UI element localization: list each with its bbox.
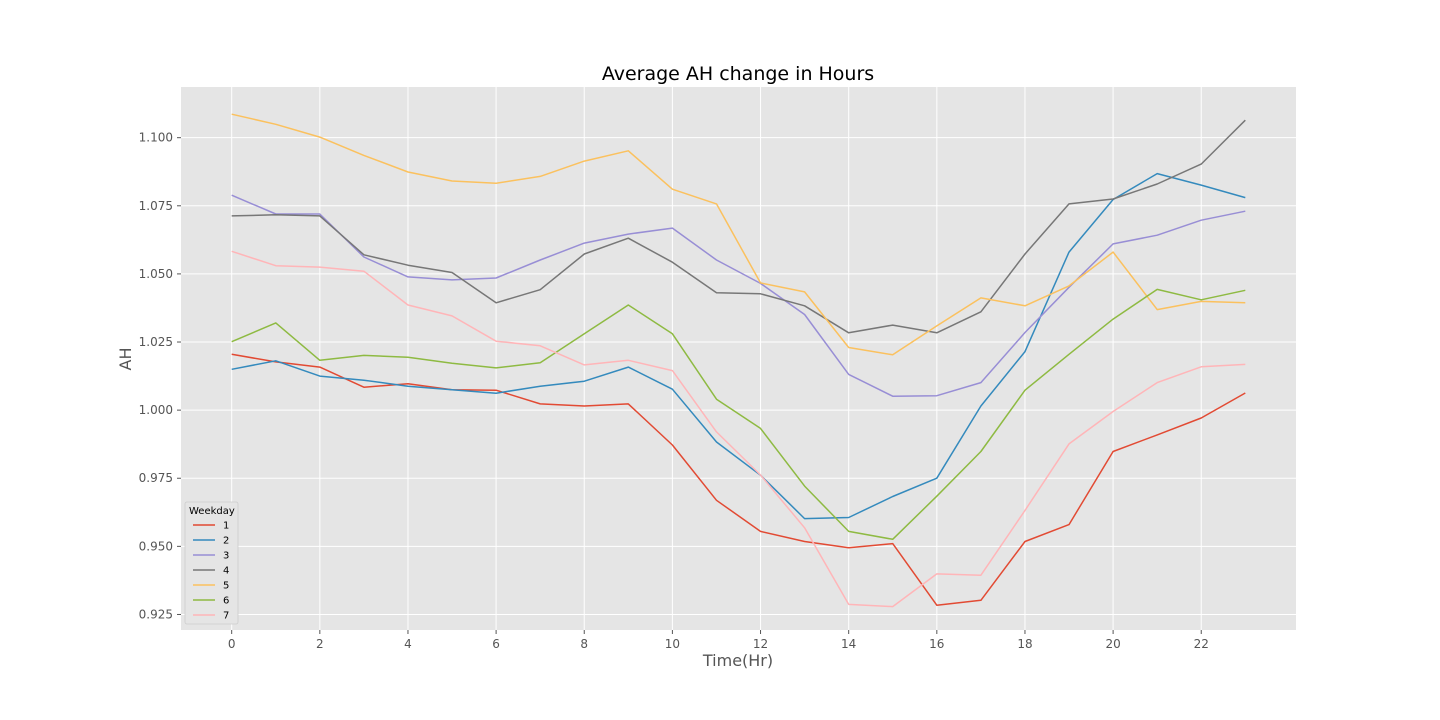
y-tick-label: 1.025	[139, 335, 173, 349]
x-tick-label: 20	[1105, 637, 1120, 651]
x-tick-label: 18	[1017, 637, 1032, 651]
legend-title: Weekday	[189, 506, 235, 517]
legend-label-4: 4	[223, 566, 229, 577]
y-axis-ticks: 0.925 0.950 0.975 1.000 1.025 1.050 1.075 1.100	[139, 131, 181, 621]
series-line-2	[231, 172, 1246, 520]
grid-lines	[181, 87, 1296, 630]
legend-label-5: 5	[223, 581, 229, 592]
series-line-7	[231, 250, 1246, 608]
series-line-6	[231, 288, 1246, 541]
x-tick-label: 22	[1194, 637, 1209, 651]
y-tick-label: 1.075	[139, 199, 173, 213]
series-line-4	[231, 119, 1246, 334]
legend-label-2: 2	[223, 536, 229, 547]
x-tick-label: 2	[316, 637, 324, 651]
legend: Weekday 1 2 3 4 5 6 7	[184, 501, 239, 625]
y-tick-label: 1.100	[139, 131, 173, 145]
y-tick-label: 0.975	[139, 471, 173, 485]
legend-label-3: 3	[223, 551, 229, 562]
y-tick-label: 0.925	[139, 607, 173, 621]
series-layer	[231, 113, 1246, 608]
x-tick-label: 8	[580, 637, 588, 651]
y-axis-label: AH	[116, 348, 135, 371]
legend-label-1: 1	[223, 521, 229, 532]
y-tick-label: 1.000	[139, 403, 173, 417]
x-tick-label: 0	[228, 637, 236, 651]
legend-label-7: 7	[223, 611, 229, 622]
legend-box	[184, 501, 239, 625]
x-tick-label: 12	[753, 637, 768, 651]
x-axis-ticks: 0 2 4 6 8 10 12 14 16 18 20 22	[228, 630, 1209, 651]
plot-area	[181, 87, 1296, 630]
x-tick-label: 14	[841, 637, 856, 651]
x-axis-label: Time(Hr)	[702, 651, 773, 670]
y-tick-label: 0.950	[139, 539, 173, 553]
chart-title: Average AH change in Hours	[602, 63, 874, 85]
legend-label-6: 6	[223, 596, 229, 607]
x-tick-label: 16	[929, 637, 944, 651]
legend-items: 1 2 3 4 5 6 7	[193, 521, 229, 622]
x-tick-label: 4	[404, 637, 412, 651]
x-tick-label: 10	[665, 637, 680, 651]
series-line-1	[231, 353, 1246, 606]
x-tick-label: 6	[492, 637, 500, 651]
series-line-5	[231, 113, 1246, 356]
y-tick-label: 1.050	[139, 267, 173, 281]
